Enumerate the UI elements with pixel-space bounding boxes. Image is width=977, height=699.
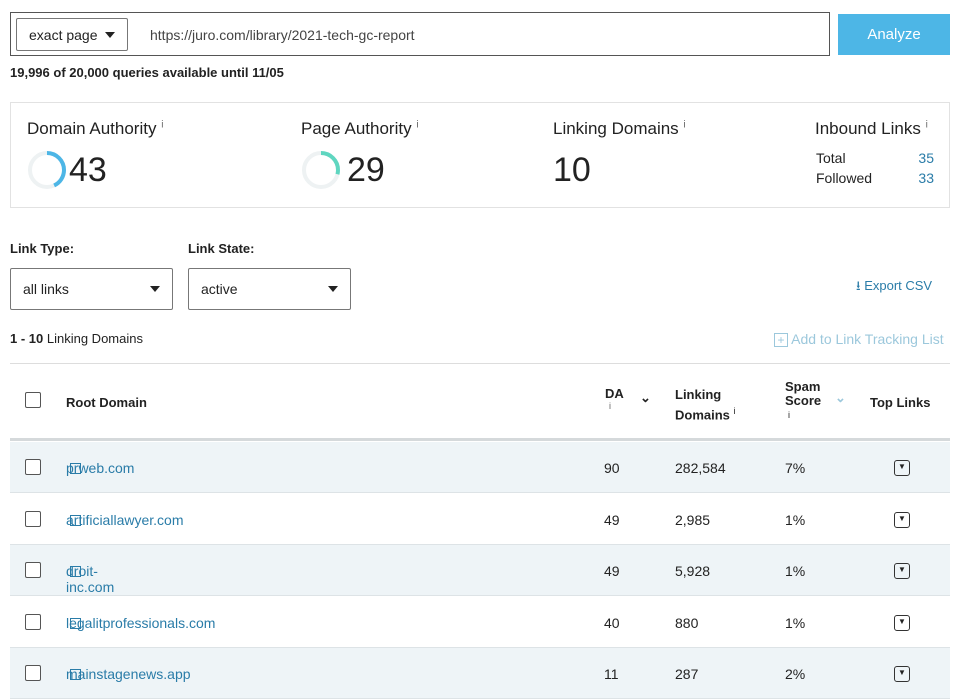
- table-row: mainstagenews.app 11 287 2% ▼: [10, 648, 950, 699]
- da-cell: 49: [604, 511, 620, 528]
- pa-title: Page Authority i: [301, 119, 419, 138]
- col-root-domain: Root Domain: [66, 395, 147, 410]
- result-range: 1 - 10 Linking Domains: [10, 331, 143, 346]
- search-bar: [10, 12, 830, 56]
- row-checkbox[interactable]: [25, 665, 41, 681]
- external-link-icon: [70, 514, 81, 526]
- select-all-checkbox[interactable]: [25, 392, 41, 408]
- sort-icon[interactable]: ⌄: [835, 390, 846, 405]
- expand-top-links-icon[interactable]: ▼: [894, 614, 910, 631]
- spam-score-cell: 2%: [785, 666, 806, 682]
- domain-link[interactable]: mainstagenews.app: [66, 666, 191, 682]
- external-link-icon: [70, 463, 81, 474]
- table-row: prweb.com 90 282,584 7% ▼: [10, 442, 950, 493]
- external-link-icon: [70, 566, 81, 577]
- da-title: Domain Authority i: [27, 119, 164, 138]
- row-checkbox[interactable]: [25, 613, 41, 630]
- da-cell: 40: [604, 614, 620, 631]
- quota-text: 19,996 of 20,000 queries available until…: [10, 65, 284, 80]
- domain-link[interactable]: legalitprofessionals.com: [66, 614, 216, 631]
- da-value: 43: [69, 151, 107, 189]
- table-header: Root Domain DA i ⌄ Linking Domains i Spam S…: [10, 363, 950, 441]
- linking-domains-cell: 282,584: [675, 460, 726, 476]
- table-row: artificiallawyer.com 49 2,985 1% ▼: [10, 494, 950, 545]
- expand-top-links-icon[interactable]: ▼: [894, 460, 910, 476]
- da-ring-icon: [28, 151, 66, 189]
- spam-score-cell: 7%: [785, 460, 806, 476]
- ld-value: 10: [553, 151, 591, 189]
- da-cell: 49: [604, 563, 620, 579]
- ld-title: Linking Domains i: [553, 119, 686, 138]
- col-da[interactable]: DA i: [605, 386, 624, 411]
- plus-icon: +: [774, 333, 788, 347]
- total-value: 35: [918, 150, 934, 166]
- analyze-button[interactable]: Analyze: [838, 14, 950, 55]
- row-checkbox[interactable]: [25, 459, 41, 475]
- link-state-select[interactable]: active: [188, 268, 351, 310]
- da-cell: 90: [604, 460, 620, 476]
- caret-down-icon: [150, 286, 160, 292]
- mode-select[interactable]: exact page: [16, 18, 128, 51]
- linking-domains-cell: 2,985: [675, 511, 711, 528]
- pa-value: 29: [347, 151, 385, 189]
- sort-desc-icon[interactable]: ⌄: [640, 390, 651, 405]
- total-label: Total: [816, 150, 846, 166]
- il-title: Inbound Links i: [815, 119, 928, 138]
- col-top-links: Top Links: [870, 395, 931, 410]
- add-tracking-button[interactable]: + Add to Link Tracking List: [774, 331, 944, 347]
- linking-domains-cell: 5,928: [675, 563, 711, 579]
- table-row: legalitprofessionals.com 40 880 1% ▼: [10, 597, 950, 648]
- external-link-icon: [70, 617, 81, 629]
- caret-down-icon: [328, 286, 338, 292]
- link-type-label: Link Type:: [10, 241, 75, 256]
- expand-top-links-icon[interactable]: ▼: [894, 511, 910, 528]
- domain-link[interactable]: droit-inc.com: [66, 563, 115, 595]
- da-cell: 11: [604, 666, 619, 682]
- domain-link[interactable]: prweb.com: [66, 460, 135, 476]
- external-link-icon: [70, 669, 81, 680]
- row-checkbox[interactable]: [25, 510, 41, 527]
- col-linking-domains: Linking Domains i: [675, 387, 736, 423]
- caret-down-icon: [105, 31, 115, 38]
- spam-score-cell: 1%: [785, 511, 806, 528]
- mode-value: exact page: [29, 26, 98, 43]
- expand-top-links-icon[interactable]: ▼: [894, 563, 910, 579]
- link-type-select[interactable]: all links: [10, 268, 173, 310]
- expand-top-links-icon[interactable]: ▼: [894, 666, 910, 682]
- followed-label: Followed: [816, 170, 873, 186]
- link-state-label: Link State:: [188, 241, 255, 256]
- pa-ring-icon: [302, 151, 340, 189]
- spam-score-cell: 1%: [785, 614, 806, 631]
- followed-value: 33: [918, 170, 934, 186]
- download-icon: ⭳: [856, 278, 861, 293]
- table-row: droit-inc.com 49 5,928 1% ▼: [10, 545, 950, 596]
- linking-domains-cell: 880: [675, 614, 699, 631]
- url-input[interactable]: [140, 20, 820, 50]
- spam-score-cell: 1%: [785, 563, 806, 579]
- linking-domains-cell: 287: [675, 666, 699, 682]
- domain-link[interactable]: artificiallawyer.com: [66, 511, 184, 528]
- export-csv-button[interactable]: ⭳ Export CSV: [856, 278, 933, 293]
- col-spam-score[interactable]: Spam Score i: [785, 379, 822, 421]
- row-checkbox[interactable]: [25, 562, 41, 578]
- metrics-panel: Domain Authority i 43 Page Authority i 2…: [10, 102, 950, 208]
